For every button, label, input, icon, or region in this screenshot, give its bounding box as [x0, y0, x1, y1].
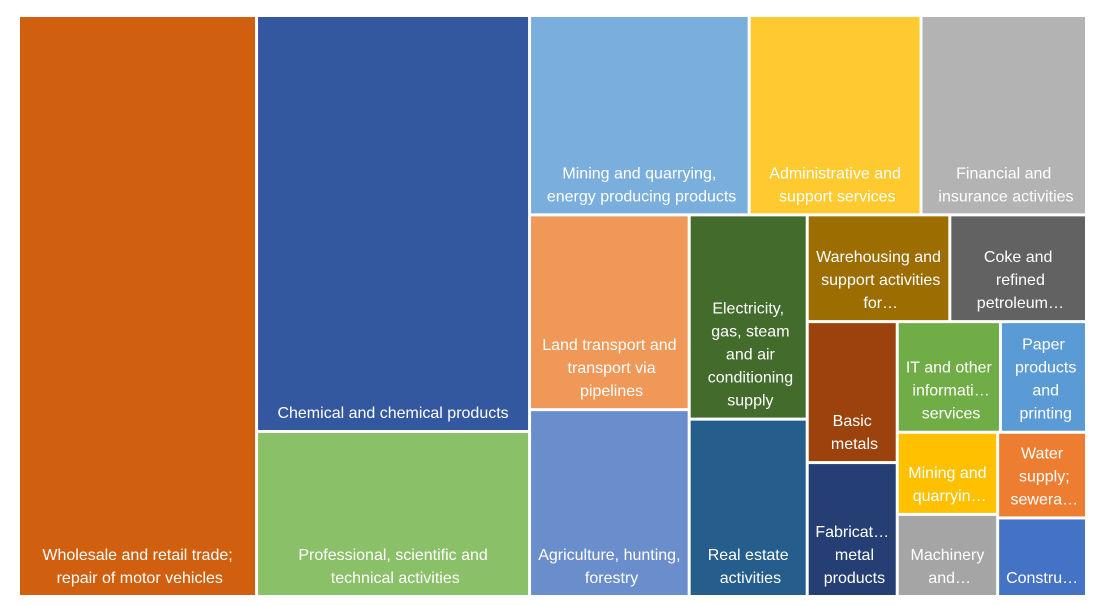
tile — [531, 216, 688, 409]
tile — [258, 432, 529, 595]
tile — [808, 216, 949, 321]
tile — [1001, 323, 1085, 431]
tile-label: Paper products and printing — [1011, 337, 1077, 423]
tile — [531, 17, 748, 214]
tile — [898, 515, 997, 595]
tile — [750, 17, 920, 214]
tile — [20, 17, 256, 595]
tile — [898, 433, 997, 513]
tile-label: Chemical and chemical products — [277, 405, 508, 422]
tile — [999, 519, 1085, 595]
tile-label: Professional, scientific and technical a… — [298, 547, 487, 587]
tile — [951, 216, 1085, 321]
tile-label: Financial and insurance activities — [934, 165, 1074, 205]
tile — [690, 216, 806, 418]
tile-label: Water supply; sewera… — [1006, 445, 1078, 508]
tile-label: Fabricat… metal products — [815, 524, 889, 587]
tile — [808, 464, 896, 595]
tile-label: IT and other informati… services — [906, 360, 993, 423]
tile-label: Machinery and… — [911, 547, 985, 587]
tile-label: Basic metals — [826, 413, 878, 453]
tile-label: Constru… — [1006, 570, 1078, 587]
tile-label: Real estate activities — [708, 547, 789, 587]
tile — [531, 411, 688, 595]
tile — [690, 420, 806, 595]
tile — [808, 323, 896, 462]
tile-label: Coke and refined petroleum… — [972, 249, 1064, 312]
tile-label: Electricity, gas, steam and air conditio… — [703, 301, 793, 410]
tile-label: Mining and quarryin… — [908, 465, 986, 505]
tile — [258, 17, 529, 430]
tile-label: Warehousing and support activities for… — [816, 249, 941, 312]
tile — [999, 433, 1085, 517]
tile-label: Administrative and support services — [769, 165, 901, 205]
tile-label: Land transport and transport via pipelin… — [542, 337, 676, 400]
tile-label: Mining and quarrying, energy producing p… — [542, 165, 736, 205]
tile-label: Agriculture, hunting, forestry — [538, 547, 680, 587]
tile-label: Wholesale and retail trade; repair of mo… — [42, 547, 232, 587]
tile — [922, 17, 1085, 214]
tile — [898, 323, 999, 431]
